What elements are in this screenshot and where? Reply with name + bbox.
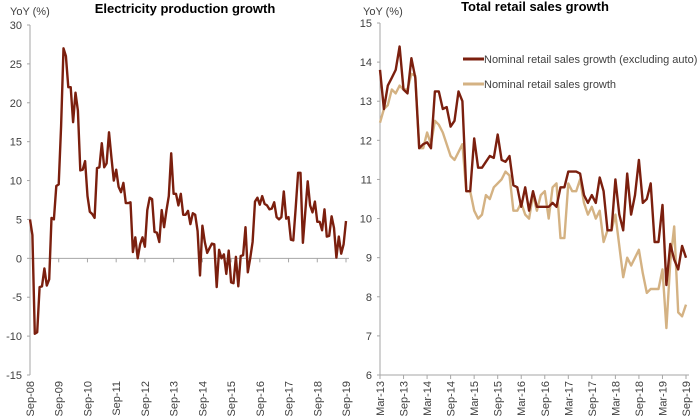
y-tick-label: 15 <box>360 18 372 30</box>
x-tick-label: Sep-10 <box>82 381 94 416</box>
y-tick-label: 12 <box>360 135 372 147</box>
retail-sales-chart: Total retail sales growth YoY (%) Nomina… <box>360 0 698 416</box>
x-tick-label: Sep-19 <box>681 381 693 416</box>
y-tick-label: 20 <box>10 98 22 110</box>
y-tick-label: -5 <box>12 292 22 304</box>
x-tick-label: Sep-13 <box>399 381 411 416</box>
legend-label-excluding-auto: Nominal retail sales growth (excluding a… <box>484 54 697 66</box>
x-tick-label: Sep-19 <box>341 381 353 416</box>
y-tick-label: 6 <box>366 370 372 382</box>
y-axis-label: YoY (%) <box>363 6 403 18</box>
y-tick-label: 10 <box>10 176 22 188</box>
x-tick-label: Sep-08 <box>25 381 37 416</box>
y-tick-label: -15 <box>6 370 22 382</box>
chart-title: Electricity production growth <box>95 1 276 16</box>
x-tick-label: Sep-15 <box>226 381 238 416</box>
x-tick-label: Mar-13 <box>375 381 387 416</box>
x-tick-label: Sep-16 <box>540 381 552 416</box>
x-tick-label: Mar-15 <box>469 381 481 416</box>
y-tick-label: 30 <box>10 20 22 32</box>
x-tick-label: Sep-13 <box>169 381 181 416</box>
x-tick-label: Mar-19 <box>657 381 669 416</box>
x-tick-label: Mar-16 <box>516 381 528 416</box>
y-tick-label: 25 <box>10 59 22 71</box>
y-tick-label: 9 <box>366 253 372 265</box>
y-axis-label: YoY (%) <box>10 6 50 18</box>
x-tick-label: Sep-18 <box>312 381 324 416</box>
y-tick-label: 11 <box>361 174 372 186</box>
y-tick-label: 0 <box>16 253 22 265</box>
x-tick-label: Sep-09 <box>54 381 66 416</box>
series-line-nominal-retail-sales-growth-excluding-auto <box>378 45 688 287</box>
x-tick-label: Mar-14 <box>422 381 434 416</box>
x-tick-label: Sep-14 <box>446 381 458 416</box>
x-tick-label: Sep-11 <box>111 381 123 416</box>
y-tick-label: 7 <box>366 331 372 343</box>
y-tick-label: 14 <box>360 57 372 69</box>
y-tick-label: 15 <box>10 137 22 149</box>
electricity-chart: Electricity production growth YoY (%) 30… <box>6 1 353 416</box>
x-tick-label: Sep-12 <box>140 381 152 416</box>
y-tick-label: 13 <box>360 96 372 108</box>
x-tick-label: Sep-16 <box>255 381 267 416</box>
y-tick-label: 5 <box>16 214 22 226</box>
x-tick-label: Sep-18 <box>634 381 646 416</box>
y-tick-label: 8 <box>366 292 372 304</box>
x-tick-label: Sep-14 <box>197 381 209 416</box>
series-line-nominal-retail-sales-growth <box>378 72 688 330</box>
y-tick-label: 10 <box>360 214 372 226</box>
y-tick-label: -10 <box>6 331 22 343</box>
x-tick-label: Mar-18 <box>610 381 622 416</box>
legend-label-total: Nominal retail sales growth <box>484 79 616 91</box>
x-tick-label: Sep-15 <box>493 381 505 416</box>
chart-title: Total retail sales growth <box>461 0 609 14</box>
legend: Nominal retail sales growth (excluding a… <box>463 54 697 91</box>
x-tick-label: Mar-17 <box>563 381 575 416</box>
series-line <box>28 47 348 335</box>
x-tick-label: Sep-17 <box>587 381 599 416</box>
x-tick-label: Sep-17 <box>284 381 296 416</box>
